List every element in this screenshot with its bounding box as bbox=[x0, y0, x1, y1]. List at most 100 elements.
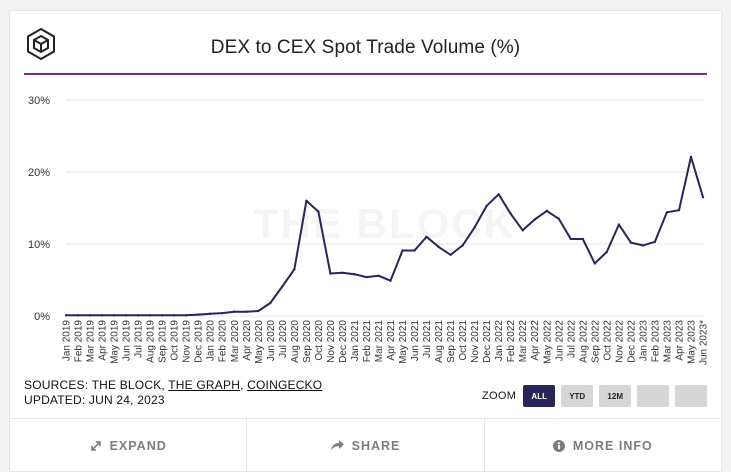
x-tick-label: Apr 2023 bbox=[674, 320, 685, 361]
updated-date: UPDATED: JUN 24, 2023 bbox=[24, 393, 165, 407]
data-point bbox=[689, 155, 693, 159]
x-tick-label: Oct 2021 bbox=[458, 320, 469, 361]
data-point bbox=[197, 313, 200, 316]
watermark-text: THE BLOCK bbox=[253, 200, 516, 247]
x-tick-label: Sep 2020 bbox=[302, 320, 313, 363]
x-tick-label: Aug 2019 bbox=[146, 320, 157, 363]
share-icon bbox=[330, 440, 344, 451]
x-tick-label: Apr 2021 bbox=[386, 320, 397, 361]
x-tick-label: Oct 2022 bbox=[602, 320, 613, 361]
x-tick-label: Jan 2021 bbox=[350, 320, 361, 362]
x-tick-label: Mar 2021 bbox=[374, 320, 385, 363]
x-tick-label: Apr 2022 bbox=[530, 320, 541, 361]
data-point bbox=[305, 199, 308, 202]
zoom-label: ZOOM bbox=[482, 390, 517, 402]
data-point bbox=[545, 209, 548, 213]
data-point bbox=[581, 237, 585, 241]
x-tick-label: May 2022 bbox=[542, 320, 553, 364]
data-point bbox=[569, 237, 572, 241]
data-point bbox=[257, 309, 260, 313]
x-tick-label: Jan 2019 bbox=[62, 320, 73, 362]
data-point bbox=[677, 208, 681, 212]
data-point bbox=[401, 249, 404, 252]
x-tick-label: Jan 2022 bbox=[494, 320, 505, 362]
data-point bbox=[245, 310, 248, 313]
x-tick-label: Jul 2020 bbox=[278, 320, 289, 358]
data-point bbox=[341, 271, 344, 274]
x-tick-label: Aug 2021 bbox=[434, 320, 445, 363]
zoom-12m-button[interactable]: 12M bbox=[599, 385, 632, 407]
x-tick-label: Oct 2020 bbox=[314, 320, 325, 361]
zoom-ytd-button[interactable]: YTD bbox=[561, 385, 594, 407]
data-point bbox=[509, 212, 512, 215]
x-tick-label: May 2023 bbox=[686, 320, 697, 364]
sources-block: SOURCES: THE BLOCK, THE GRAPH, COINGECKO… bbox=[24, 378, 322, 408]
x-tick-label: Feb 2023 bbox=[650, 320, 661, 363]
zoom-extra-button-2[interactable] bbox=[675, 385, 708, 407]
x-tick-label: Jun 2021 bbox=[410, 320, 421, 362]
x-tick-label: Apr 2019 bbox=[98, 320, 109, 361]
chart-card: DEX to CEX Spot Trade Volume (%) THE BLO… bbox=[9, 10, 722, 472]
zoom-all-button[interactable]: ALL bbox=[523, 385, 556, 407]
x-tick-label: May 2019 bbox=[110, 320, 121, 364]
data-point bbox=[233, 310, 236, 313]
data-point bbox=[605, 250, 609, 254]
data-point bbox=[461, 244, 464, 247]
data-point bbox=[209, 312, 212, 316]
data-point bbox=[497, 193, 500, 196]
title-divider bbox=[24, 73, 707, 75]
x-tick-label: Jan 2023 bbox=[638, 320, 649, 362]
the-block-logo-icon bbox=[27, 27, 55, 61]
chart-title: DEX to CEX Spot Trade Volume (%) bbox=[210, 37, 521, 58]
more-info-button[interactable]: MORE INFO bbox=[483, 419, 721, 472]
x-tick-label: Jun 2019 bbox=[122, 320, 133, 362]
data-point bbox=[437, 245, 440, 249]
x-tick-label: Jun 2020 bbox=[266, 320, 277, 362]
data-point bbox=[353, 273, 356, 276]
data-point bbox=[221, 311, 224, 315]
share-button[interactable]: SHARE bbox=[246, 419, 483, 472]
x-tick-label: Feb 2020 bbox=[218, 320, 229, 363]
source-link-coingecko[interactable]: COINGECKO bbox=[247, 378, 323, 392]
data-point bbox=[88, 314, 92, 317]
x-tick-label: Jun 2023* bbox=[699, 320, 710, 365]
x-tick-label: Mar 2020 bbox=[230, 320, 241, 363]
info-icon bbox=[552, 439, 565, 452]
expand-icon bbox=[90, 440, 101, 451]
data-point bbox=[329, 272, 332, 275]
expand-label: EXPAND bbox=[109, 438, 167, 453]
x-tick-label: Dec 2019 bbox=[194, 320, 205, 363]
data-point bbox=[148, 314, 152, 317]
data-point bbox=[593, 262, 597, 265]
y-tick-label: 0% bbox=[34, 311, 50, 323]
source-link-the-graph[interactable]: THE GRAPH bbox=[168, 378, 241, 392]
data-point bbox=[172, 314, 176, 317]
data-point bbox=[136, 314, 140, 317]
x-tick-label: Mar 2019 bbox=[86, 320, 97, 363]
share-label: SHARE bbox=[351, 438, 401, 453]
data-point bbox=[124, 314, 128, 317]
y-tick-label: 10% bbox=[28, 239, 50, 251]
x-tick-label: Nov 2021 bbox=[470, 320, 481, 363]
sources-prefix: SOURCES: THE BLOCK, bbox=[24, 378, 169, 392]
data-point bbox=[184, 314, 188, 317]
expand-button[interactable]: EXPAND bbox=[10, 419, 246, 472]
sources-separator: , bbox=[240, 378, 248, 392]
zoom-extra-button-1[interactable] bbox=[637, 385, 670, 407]
data-point bbox=[389, 279, 392, 282]
x-tick-label: Feb 2019 bbox=[74, 320, 85, 363]
data-point bbox=[701, 196, 705, 199]
data-point bbox=[269, 301, 272, 305]
data-point bbox=[100, 314, 104, 317]
x-tick-label: Dec 2020 bbox=[338, 320, 349, 363]
data-point bbox=[629, 241, 633, 244]
x-tick-label: Nov 2019 bbox=[182, 320, 193, 363]
more-info-label: MORE INFO bbox=[572, 438, 653, 453]
data-point bbox=[377, 274, 380, 277]
sources-line: SOURCES: THE BLOCK, THE GRAPH, COINGECKO bbox=[24, 378, 322, 393]
data-point bbox=[76, 314, 80, 317]
x-tick-label: Jul 2019 bbox=[134, 320, 145, 358]
x-tick-label: Sep 2019 bbox=[158, 320, 169, 363]
x-tick-label: Mar 2022 bbox=[518, 320, 529, 363]
